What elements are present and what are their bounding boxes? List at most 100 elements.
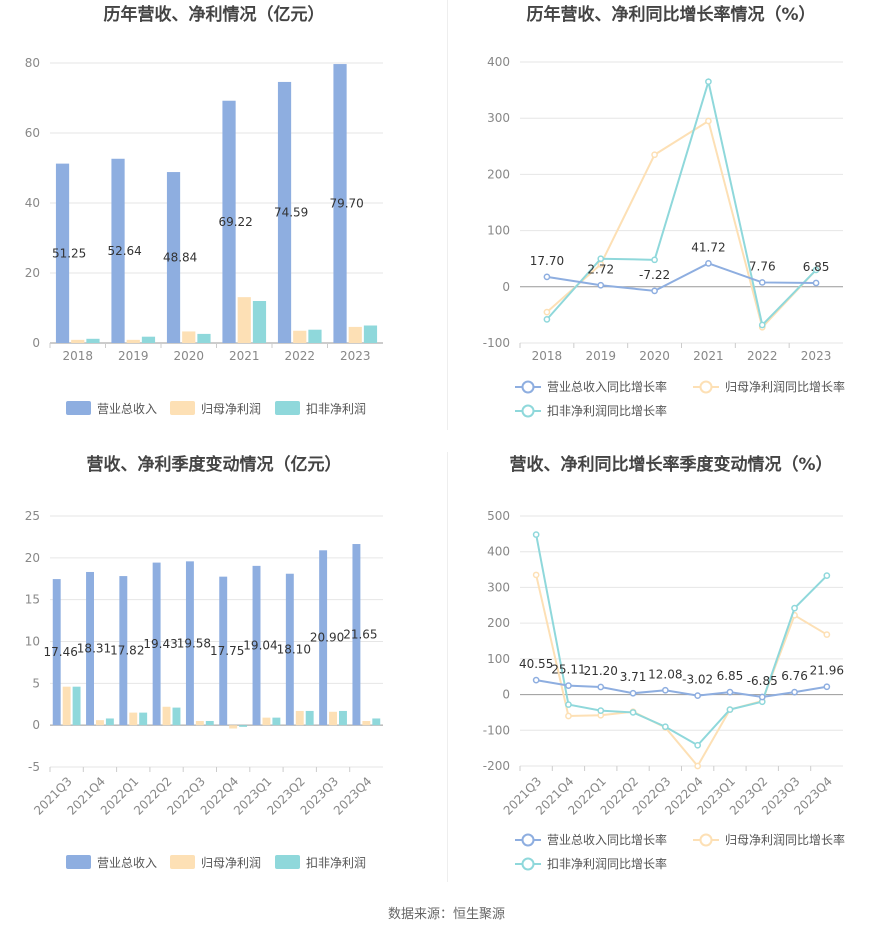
x-tick-label: 2018 [62, 349, 93, 363]
series-point-2 [532, 531, 540, 538]
legend-swatch [170, 401, 195, 415]
bar-revenue [277, 81, 292, 343]
bar-revenue [166, 172, 181, 343]
bar-parent-net-profit [229, 725, 238, 729]
data-label: 17.82 [110, 644, 144, 658]
y-tick-label: 25 [25, 509, 40, 523]
x-tick-label: 2022 [284, 349, 315, 363]
chart-title: 营收、净利同比增长率季度变动情况（%） [509, 454, 832, 475]
legend-label: 扣非净利润 [306, 856, 366, 870]
series-point-1 [651, 151, 658, 159]
bar-deducted-net-profit [172, 707, 181, 726]
legend-label: 归母净利润 [201, 856, 261, 870]
bar-parent-net-profit [162, 706, 171, 726]
legend-marker [521, 404, 535, 418]
series-point-2 [694, 741, 701, 749]
y-tick-label: 400 [487, 545, 510, 559]
series-point-0 [705, 260, 712, 267]
series-point-1 [705, 117, 712, 125]
bar-revenue [111, 158, 125, 343]
data-label: 69.22 [218, 215, 252, 229]
data-label: 21.20 [584, 664, 618, 678]
series-point-0 [662, 686, 669, 694]
legend-swatch [275, 855, 300, 869]
legend-label: 扣非净利润同比增长率 [547, 856, 667, 871]
legend-label: 扣非净利润同比增长率 [547, 403, 667, 418]
series-point-2 [597, 707, 605, 714]
series-point-0 [543, 273, 551, 281]
series-point-2 [651, 256, 658, 264]
y-tick-label: 0 [502, 280, 510, 294]
series-point-2 [791, 604, 798, 612]
series-point-0 [758, 693, 766, 701]
series-point-1 [823, 631, 831, 638]
bar-deducted-net-profit [139, 712, 148, 726]
series-point-2 [662, 723, 669, 731]
series-line-1 [546, 119, 817, 330]
bar-deducted-net-profit [105, 718, 114, 726]
y-tick-label: 10 [25, 635, 40, 649]
legend-label: 归母净利润 [201, 402, 261, 416]
series-line-0 [535, 679, 828, 699]
bar-parent-net-profit [295, 710, 304, 726]
legend-label: 营业总收入同比增长率 [547, 379, 667, 394]
legend-marker [521, 380, 535, 394]
bar-revenue [319, 550, 328, 726]
y-tick-label: -200 [483, 759, 510, 773]
data-label: 12.08 [648, 667, 682, 681]
bar-parent-net-profit [362, 720, 371, 726]
x-tick-label: 2019 [585, 349, 616, 363]
data-label: 52.64 [107, 244, 141, 258]
data-label: 40.55 [519, 657, 553, 671]
legend-label: 归母净利润同比增长率 [725, 832, 845, 847]
series-point-2 [565, 701, 572, 708]
bar-deducted-net-profit [86, 338, 100, 343]
series-point-0 [651, 287, 658, 295]
bar-deducted-net-profit [339, 710, 347, 726]
legend-label: 扣非净利润 [306, 402, 366, 416]
series-point-0 [791, 688, 798, 696]
data-label: 41.72 [691, 240, 725, 254]
data-label: 79.70 [329, 197, 363, 211]
series-point-1 [565, 712, 572, 720]
data-label: 17.46 [44, 645, 78, 659]
chart-panel-annual-amounts: 历年营收、净利情况（亿元） 0 20 40 60 80 2018 2019 2020 2021 20… [0, 0, 447, 430]
y-tick-label: 100 [487, 652, 510, 666]
bar-revenue [52, 579, 61, 726]
legend-marker [521, 857, 535, 871]
quarterly-amount-bar-chart: 营收、净利季度变动情况（亿元）-505101520252021Q32021Q42… [25, 454, 383, 870]
series-point-2 [726, 706, 734, 713]
data-label: 18.31 [77, 642, 111, 656]
series-point-1 [543, 308, 551, 316]
y-tick-label: 80 [25, 56, 40, 70]
legend-label: 归母净利润同比增长率 [725, 379, 845, 394]
bar-revenue [119, 576, 128, 726]
bar-parent-net-profit [126, 339, 140, 343]
x-tick-label: 2020 [173, 349, 204, 363]
series-point-2 [629, 709, 637, 716]
y-tick-label: 300 [487, 580, 510, 594]
series-point-2 [543, 316, 551, 323]
x-tick-label: 2021 [693, 349, 724, 363]
bar-parent-net-profit [237, 297, 251, 343]
data-label: 2.72 [587, 262, 614, 276]
bar-revenue [222, 100, 236, 343]
series-point-0 [597, 281, 605, 289]
legend-marker [699, 380, 713, 394]
y-tick-label: 20 [25, 266, 40, 280]
data-label: 6.85 [717, 669, 744, 683]
x-tick-label: 2023 [340, 349, 371, 363]
series-line-2 [535, 534, 828, 747]
bar-parent-net-profit [129, 712, 138, 726]
quarterly-growth-line-chart: 营收、净利同比增长率季度变动情况（%） -200 -100 0 100 200 300 400… [483, 454, 845, 871]
bar-parent-net-profit [95, 720, 104, 726]
legend-swatch [170, 855, 195, 869]
x-tick-label: 2022 [747, 349, 778, 363]
bar-deducted-net-profit [372, 718, 381, 726]
bar-parent-net-profit [182, 331, 196, 343]
legend-swatch [66, 401, 91, 415]
bar-deducted-net-profit [252, 301, 267, 343]
y-tick-label: 5 [32, 676, 40, 690]
x-tick-label: 2021 [229, 349, 260, 363]
y-tick-label: 200 [487, 616, 510, 630]
